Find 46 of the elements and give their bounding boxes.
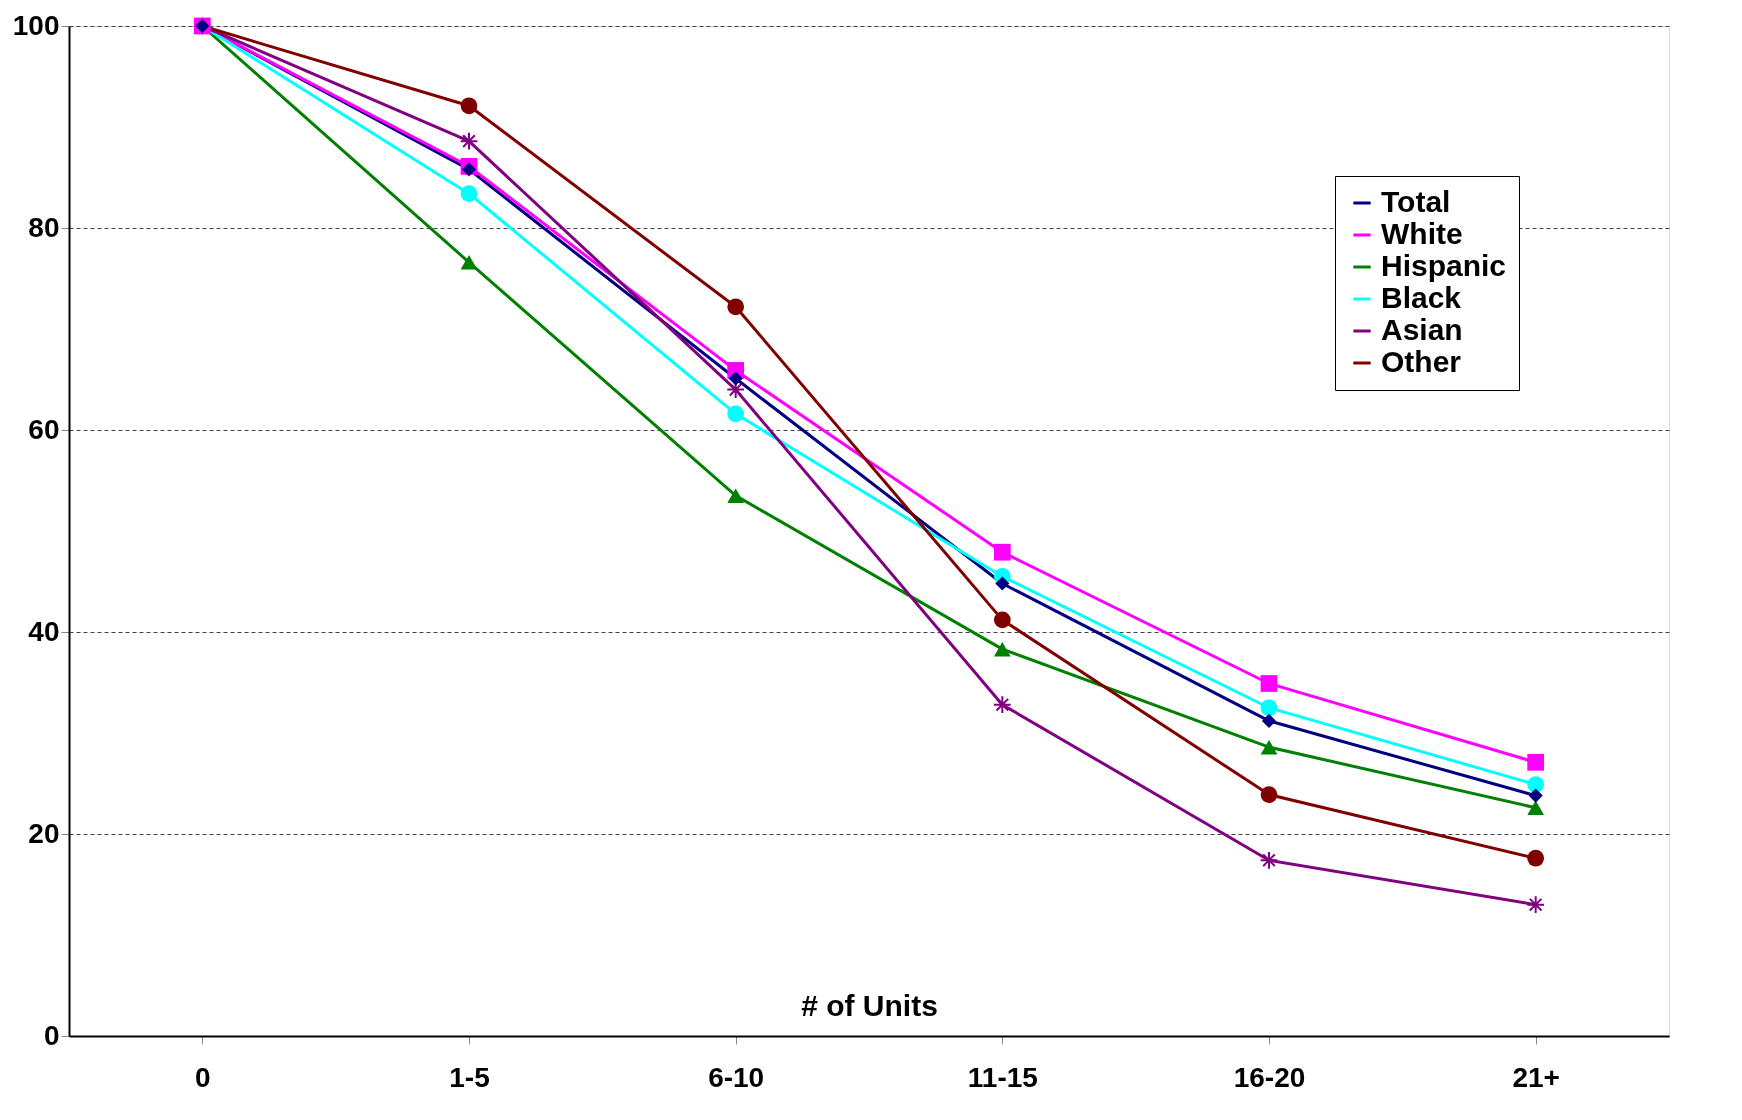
point	[460, 255, 478, 270]
y-tick-label: 60	[28, 413, 60, 445]
point	[1527, 753, 1545, 771]
x-tick-label: 1-5	[449, 1061, 490, 1093]
point	[460, 97, 478, 115]
y-tick-label: 40	[28, 615, 60, 647]
x-axis-title: # of Units	[801, 988, 938, 1022]
point	[1260, 699, 1278, 717]
point	[727, 488, 745, 503]
point	[993, 543, 1011, 561]
point	[1528, 788, 1543, 803]
point	[1527, 800, 1545, 815]
legend-label: Total	[1381, 185, 1451, 218]
x-tick-label: 21+	[1512, 1061, 1560, 1093]
point	[1526, 895, 1546, 915]
y-tick-label: 20	[28, 817, 60, 849]
legend-label: White	[1381, 217, 1463, 250]
point	[993, 641, 1011, 657]
point	[1260, 675, 1278, 692]
x-tick-label: 11-15	[967, 1061, 1038, 1093]
x-tick-label: 6-10	[708, 1061, 765, 1093]
point	[1527, 849, 1545, 867]
legend-label: Hispanic	[1381, 249, 1507, 282]
point	[728, 371, 743, 386]
point	[1527, 776, 1545, 793]
point	[727, 298, 745, 316]
point	[726, 380, 746, 399]
point	[1261, 713, 1277, 728]
point	[1260, 786, 1278, 803]
point	[995, 576, 1010, 591]
point	[460, 185, 478, 203]
point	[1259, 850, 1279, 870]
point	[993, 611, 1011, 629]
x-tick-label: 16-20	[1233, 1061, 1306, 1093]
legend-label: Asian	[1381, 313, 1463, 346]
legend-label: Black	[1381, 281, 1462, 314]
point	[461, 162, 477, 177]
point	[727, 405, 745, 423]
y-tick-label: 0	[43, 1019, 60, 1051]
x-tick-label: 0	[195, 1061, 211, 1093]
y-tick-label: 80	[28, 211, 60, 243]
legend-label: Other	[1381, 345, 1462, 378]
point	[459, 131, 479, 151]
point	[992, 695, 1012, 715]
point	[1260, 739, 1278, 755]
y-tick-label: 100	[12, 9, 60, 41]
